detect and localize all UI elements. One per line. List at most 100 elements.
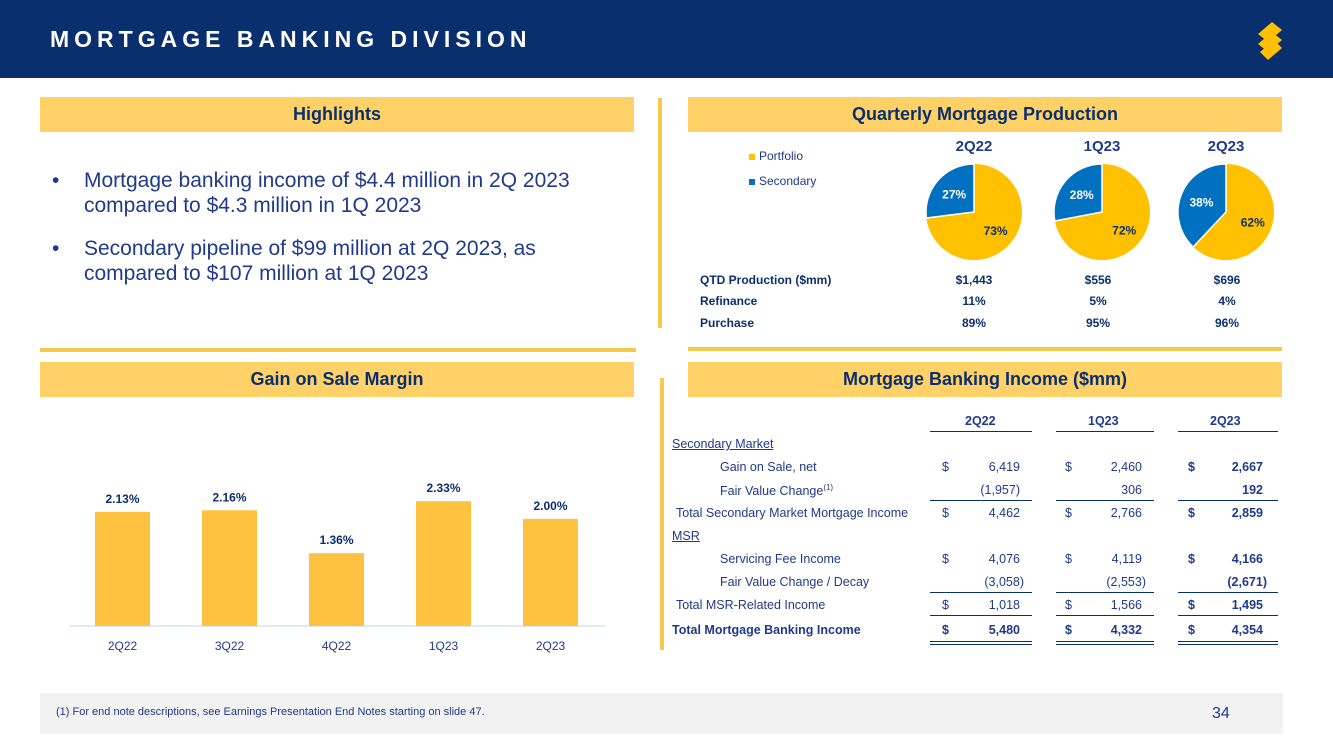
currency-symbol: $ (1188, 598, 1195, 612)
cell-value: (1,957) (980, 483, 1020, 497)
bar-value-label: 2.00% (533, 499, 567, 513)
subtotal-rule (1178, 615, 1278, 616)
currency-symbol: $ (1188, 460, 1195, 474)
legend-secondary: Secondary (749, 174, 816, 188)
highlights-banner: Highlights (40, 97, 634, 132)
row-label: QTD Production ($mm) (700, 273, 832, 287)
cell-value: 4,462 (988, 506, 1020, 520)
subtotal-rule (930, 500, 1032, 501)
currency-symbol: $ (1065, 506, 1072, 520)
bar-value-label: 2.13% (105, 492, 139, 506)
legend-label: Secondary (759, 174, 817, 188)
row-label-total-msr: Total MSR-Related Income (676, 598, 826, 612)
currency-symbol: $ (1188, 623, 1195, 637)
currency-symbol: $ (1065, 598, 1072, 612)
total-double-rule (1056, 641, 1154, 645)
cell-value: 6,419 (988, 460, 1020, 474)
qtd-row-production: QTD Production ($mm) $1,443 $556 $696 (700, 273, 1260, 291)
section-msr: MSR (672, 529, 700, 543)
subtotal-rule (1056, 615, 1154, 616)
pie-title-2q23: 2Q23 (1207, 138, 1245, 155)
bar-2q22 (95, 511, 150, 626)
bar-2q23 (523, 518, 578, 626)
row-label-servicing-fee: Servicing Fee Income (720, 552, 841, 566)
row-label: Purchase (700, 316, 755, 330)
currency-symbol: $ (942, 598, 949, 612)
row-value: $696 (1213, 273, 1241, 287)
subtotal-rule (1056, 500, 1154, 501)
production-banner: Quarterly Mortgage Production (688, 97, 1282, 132)
bar-value-label: 1.36% (319, 533, 353, 547)
total-double-rule (930, 641, 1032, 645)
divider-horizontal-right (688, 347, 1282, 351)
row-value: 95% (1085, 316, 1111, 330)
pie-2q22: 27% 73% (925, 163, 1022, 260)
currency-symbol: $ (942, 623, 949, 637)
x-tick-label: 1Q23 (429, 639, 459, 653)
cell-value: 2,859 (1231, 506, 1263, 520)
divider-horizontal-left (40, 348, 636, 352)
currency-symbol: $ (942, 552, 949, 566)
pie-label-secondary: 28% (1070, 188, 1094, 202)
pie-label-portfolio: 73% (984, 224, 1008, 238)
footnote-box (40, 693, 1283, 734)
row-value: $556 (1084, 273, 1112, 287)
section-secondary-market: Secondary Market (672, 437, 774, 451)
bar-3q22 (202, 510, 257, 626)
subtotal-rule (930, 592, 1032, 593)
row-value: $1,443 (955, 273, 993, 287)
x-tick-label: 4Q22 (322, 639, 352, 653)
cell-value: 4,354 (1231, 623, 1263, 637)
currency-symbol: $ (1188, 506, 1195, 520)
cell-value: 4,166 (1231, 552, 1263, 566)
qtd-row-refinance: Refinance 11% 5% 4% (700, 294, 1260, 312)
page-title: MORTGAGE BANKING DIVISION (50, 26, 532, 52)
row-value: 11% (962, 294, 986, 308)
pie-slice-secondary (1177, 163, 1227, 249)
pie-1q23: 28% 72% (1053, 163, 1150, 260)
pie-title-1q23: 1Q23 (1083, 138, 1121, 155)
row-label-total-secondary: Total Secondary Market Mortgage Income (676, 506, 909, 520)
row-value: 89% (961, 316, 987, 330)
currency-symbol: $ (1065, 623, 1072, 637)
pie-label-portfolio: 62% (1241, 216, 1265, 230)
row-label-gain-on-sale: Gain on Sale, net (720, 460, 817, 474)
bar-4q22 (309, 553, 364, 626)
x-tick-label: 2Q22 (108, 639, 138, 653)
cell-value: 1,566 (1110, 598, 1142, 612)
cell-value: 4,076 (988, 552, 1020, 566)
subtotal-rule (930, 615, 1032, 616)
cell-value: 4,119 (1111, 552, 1142, 566)
legend-label: Portfolio (759, 149, 804, 163)
legend-portfolio: Portfolio (749, 149, 803, 163)
row-label: Refinance (700, 294, 758, 308)
highlights-list: Mortgage banking income of $4.4 million … (50, 168, 630, 304)
row-value: 96% (1214, 316, 1240, 330)
x-tick-label: 2Q23 (536, 639, 566, 653)
pie-label-secondary: 38% (1189, 195, 1213, 209)
pie-label-portfolio: 72% (1112, 223, 1136, 237)
pie-slice-secondary (925, 163, 975, 219)
legend-swatch-portfolio (749, 153, 755, 160)
cell-value: 1,495 (1231, 598, 1263, 612)
cell-value: 306 (1121, 483, 1142, 497)
x-tick-label: 3Q22 (215, 639, 245, 653)
col-rule (930, 431, 1032, 432)
cell-value: 2,667 (1231, 460, 1263, 474)
col-header-1q23: 1Q23 (1088, 414, 1119, 428)
pie-label-secondary: 27% (942, 188, 966, 202)
bar-value-label: 2.16% (212, 490, 246, 504)
footnote-ref: (1) (823, 483, 834, 492)
cell-value: 192 (1242, 483, 1263, 497)
cell-value: (2,553) (1106, 575, 1146, 589)
col-header-2q22: 2Q22 (965, 414, 996, 428)
row-label-fair-value-change: Fair Value Change(1) (720, 483, 833, 498)
highlight-bullet: Secondary pipeline of $99 million at 2Q … (50, 236, 630, 286)
s-logo-icon (1258, 22, 1282, 60)
currency-symbol: $ (942, 460, 949, 474)
pie-slice-secondary (1053, 163, 1103, 222)
currency-symbol: $ (942, 506, 949, 520)
currency-symbol: $ (1065, 460, 1072, 474)
cell-value: 2,460 (1110, 460, 1142, 474)
cell-value: 1,018 (988, 598, 1020, 612)
